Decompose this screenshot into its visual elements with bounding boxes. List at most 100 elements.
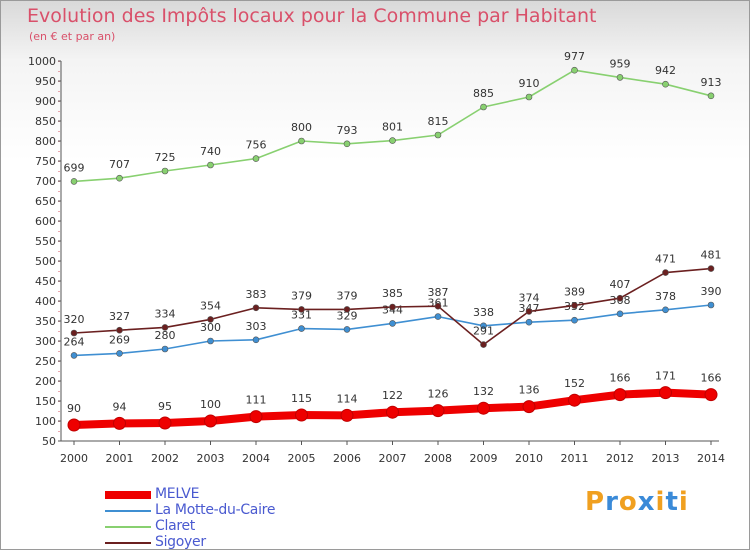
data-point-claret	[161, 167, 169, 175]
data-label-sigoyer: 387	[428, 286, 449, 299]
legend-label: MELVE	[155, 486, 200, 502]
data-point-claret	[252, 155, 260, 162]
y-tick-label: 100	[35, 415, 56, 428]
logo-letter: i	[655, 487, 666, 517]
data-point-melve	[386, 405, 399, 419]
data-point-la-motte-du-caire	[252, 336, 260, 344]
data-point-sigoyer	[480, 341, 487, 348]
data-label-melve: 115	[291, 392, 312, 405]
logo-letter: o	[618, 487, 638, 517]
data-label-melve: 166	[610, 372, 631, 385]
data-point-claret	[389, 137, 396, 144]
data-point-la-motte-du-caire	[616, 310, 624, 318]
data-label-sigoyer: 291	[473, 325, 494, 338]
y-tick-label: 250	[35, 355, 56, 368]
data-label-sigoyer: 385	[382, 287, 403, 300]
data-point-melve	[249, 410, 263, 424]
data-point-la-motte-du-caire	[161, 345, 169, 353]
data-label-claret: 725	[155, 151, 176, 164]
data-label-sigoyer: 327	[109, 310, 130, 323]
x-tick-label: 2006	[333, 452, 361, 465]
y-tick-label: 700	[35, 175, 56, 188]
data-label-claret: 800	[291, 121, 312, 134]
data-point-sigoyer	[298, 306, 305, 313]
data-point-la-motte-du-caire	[389, 320, 396, 327]
data-label-sigoyer: 471	[655, 253, 676, 266]
x-tick-label: 2014	[697, 452, 725, 465]
data-point-la-motte-du-caire	[434, 313, 442, 320]
data-label-melve: 122	[382, 389, 403, 402]
data-point-sigoyer	[116, 326, 123, 334]
y-tick-label: 500	[35, 255, 56, 268]
legend-label: La Motte-du-Caire	[155, 502, 276, 518]
data-label-sigoyer: 481	[701, 249, 722, 262]
y-tick-label: 750	[35, 155, 56, 168]
data-label-melve: 136	[519, 384, 540, 397]
data-label-claret: 910	[519, 77, 540, 90]
x-tick-label: 2003	[197, 452, 225, 465]
x-tick-label: 2011	[561, 452, 589, 465]
x-tick-label: 2012	[606, 452, 634, 465]
data-point-claret	[480, 103, 487, 111]
chart-subtitle: (en € et par an)	[29, 30, 116, 43]
y-tick-label: 150	[35, 395, 56, 408]
x-tick-label: 2004	[242, 452, 270, 465]
data-point-melve	[477, 401, 490, 415]
proxiti-logo: Proxiti	[585, 487, 689, 517]
data-label-la-motte-du-caire: 338	[473, 306, 494, 319]
data-point-la-motte-du-caire	[525, 318, 533, 326]
data-label-melve: 126	[428, 388, 449, 401]
data-label-sigoyer: 379	[291, 289, 312, 302]
data-point-melve	[340, 408, 354, 422]
data-label-claret: 942	[655, 64, 676, 77]
data-point-la-motte-du-caire	[707, 301, 715, 309]
data-point-sigoyer	[252, 304, 260, 312]
x-tick-label: 2005	[288, 452, 316, 465]
x-tick-label: 2013	[652, 452, 680, 465]
data-point-sigoyer	[207, 316, 214, 323]
logo-letter: P	[585, 487, 606, 517]
data-label-claret: 793	[337, 124, 358, 137]
data-label-claret: 801	[382, 121, 403, 134]
data-label-melve: 94	[113, 400, 127, 413]
data-point-melve	[568, 393, 581, 407]
data-point-melve	[67, 418, 81, 432]
data-point-la-motte-du-caire	[298, 325, 305, 332]
y-tick-label: 300	[35, 335, 56, 348]
x-tick-label: 2010	[515, 452, 543, 465]
data-label-la-motte-du-caire: 378	[655, 290, 676, 303]
data-point-melve	[431, 404, 445, 418]
data-point-sigoyer	[389, 303, 396, 311]
legend-swatch-sigoyer	[105, 542, 151, 544]
data-point-sigoyer	[662, 269, 669, 276]
x-tick-label: 2009	[470, 452, 498, 465]
data-point-sigoyer	[571, 302, 578, 309]
data-label-claret: 707	[109, 158, 130, 171]
data-label-melve: 114	[337, 392, 358, 405]
logo-letter: r	[605, 487, 619, 517]
data-label-claret: 885	[473, 87, 494, 100]
y-tick-label: 550	[35, 235, 56, 248]
x-tick-label: 2008	[424, 452, 452, 465]
data-label-claret: 959	[610, 57, 631, 70]
data-point-melve	[204, 414, 217, 428]
data-point-melve	[613, 388, 627, 402]
data-point-la-motte-du-caire	[571, 316, 578, 324]
data-point-melve	[704, 388, 718, 402]
data-label-melve: 111	[246, 394, 267, 407]
x-tick-label: 2001	[106, 452, 134, 465]
data-label-claret: 740	[200, 145, 221, 158]
logo-letter: t	[665, 487, 679, 517]
y-tick-label: 900	[35, 95, 56, 108]
data-point-melve	[659, 386, 672, 400]
data-point-claret	[116, 174, 123, 182]
data-label-claret: 815	[428, 115, 449, 128]
data-point-claret	[616, 74, 624, 81]
data-point-la-motte-du-caire	[70, 352, 78, 359]
data-label-sigoyer: 374	[519, 291, 540, 304]
y-tick-label: 1000	[28, 55, 56, 68]
data-label-la-motte-du-caire: 280	[155, 329, 176, 342]
x-tick-label: 2000	[60, 452, 88, 465]
y-tick-label: 600	[35, 215, 56, 228]
x-tick-label: 2007	[379, 452, 407, 465]
